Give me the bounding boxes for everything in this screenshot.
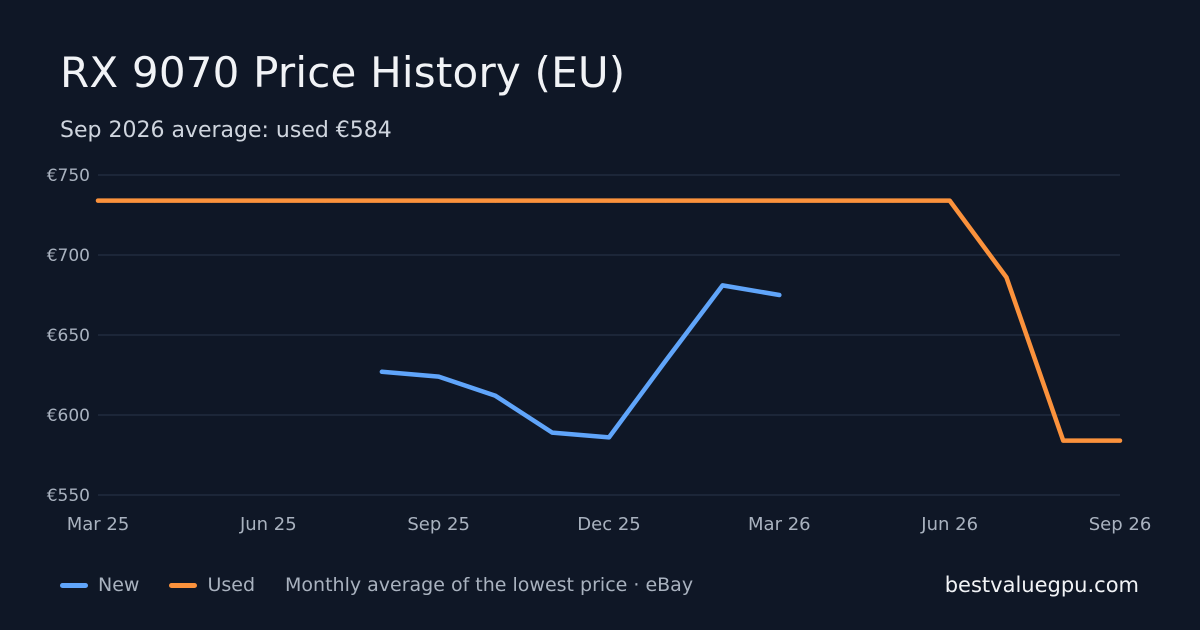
data-point-used (266, 198, 271, 203)
data-point-new (607, 435, 611, 440)
series-layer (95, 198, 1123, 443)
data-point-used (947, 198, 952, 203)
data-point-used (777, 198, 782, 203)
chart-title: RX 9070 Price History (EU) (60, 48, 626, 97)
data-point-used (607, 198, 611, 203)
legend-swatch-used (169, 582, 198, 588)
legend-swatch-new (60, 582, 88, 588)
data-point-used (96, 198, 100, 203)
data-point-new (379, 369, 384, 374)
data-point-used (663, 198, 668, 203)
x-tick-label: Mar 25 (67, 514, 130, 535)
grid-layer (98, 174, 1120, 496)
data-point-used (379, 198, 384, 203)
y-tick-label: €600 (47, 406, 90, 426)
y-tick-label: €650 (47, 326, 90, 346)
x-tick-label: Dec 25 (577, 514, 640, 535)
x-tick-label: Jun 26 (920, 514, 978, 535)
data-point-new (493, 393, 498, 398)
legend-item-new: New (60, 574, 139, 596)
chart-subtitle: Sep 2026 average: used €584 (60, 118, 392, 143)
data-point-used (209, 198, 214, 203)
data-point-used (834, 198, 839, 203)
data-point-used (550, 198, 555, 203)
data-point-new (777, 293, 782, 297)
legend-item-used: Used (169, 574, 255, 596)
data-point-used (1004, 275, 1009, 280)
data-point-used (152, 198, 157, 203)
legend-note: Monthly average of the lowest price · eB… (285, 574, 694, 596)
data-point-used (890, 198, 895, 203)
x-tick-label: Jun 25 (239, 514, 297, 535)
x-tick-label: Sep 26 (1089, 514, 1152, 535)
y-tick-label: €550 (47, 486, 90, 506)
data-point-used (1118, 438, 1122, 443)
x-axis-ticks: Mar 25 Jun 25 Sep 25 Dec 25 Mar 26 Jun 26 Sep … (67, 514, 1152, 535)
x-tick-label: Mar 26 (748, 514, 811, 535)
data-point-used (436, 198, 441, 203)
data-point-new (663, 358, 668, 363)
legend-label-used: Used (207, 574, 256, 596)
data-point-used (323, 198, 328, 203)
data-point-new (436, 374, 441, 379)
legend-label-new: New (98, 574, 140, 596)
series-line-new (379, 283, 782, 440)
data-point-new (720, 283, 725, 288)
y-tick-label: €700 (47, 246, 90, 266)
y-axis-ticks: €750 €700 €650 €600 €550 (47, 166, 90, 506)
y-tick-label: €750 (47, 166, 90, 186)
site-name[interactable]: bestvaluegpu.com (944, 573, 1139, 597)
data-point-used (720, 198, 725, 203)
x-tick-label: Sep 25 (407, 514, 470, 535)
legend: New Used Monthly average of the lowest p… (60, 574, 693, 596)
data-point-used (493, 198, 498, 203)
series-line-used (95, 198, 1123, 443)
data-point-used (1061, 438, 1066, 443)
data-point-new (550, 430, 555, 435)
